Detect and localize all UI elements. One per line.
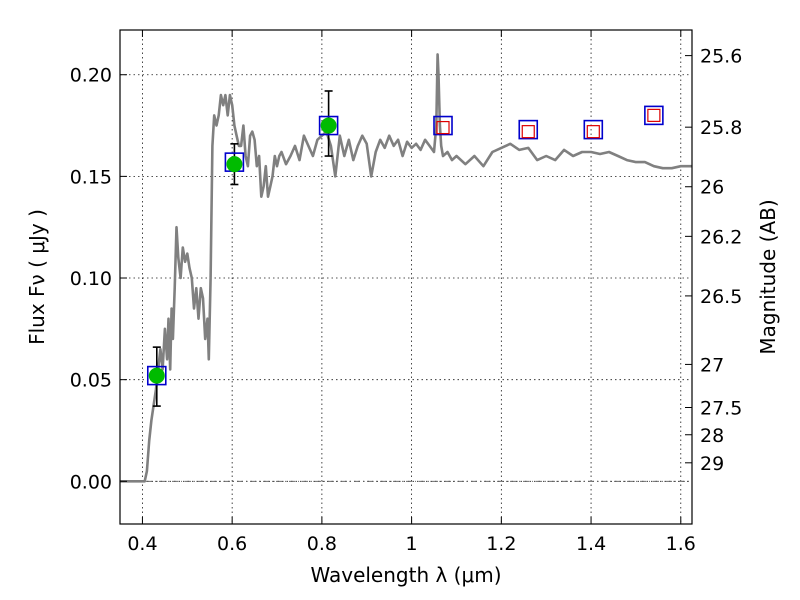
template-spectrum-line xyxy=(120,53,692,483)
upper-limit-square-marker xyxy=(436,120,450,135)
y-tick-label: 0.05 xyxy=(70,370,112,392)
model-square-marker xyxy=(318,115,339,136)
upper-limit-square-marker xyxy=(647,108,661,122)
x-tick-label: 0.8 xyxy=(307,533,337,555)
photometry-point xyxy=(320,117,337,134)
y2-tick-label: 25.8 xyxy=(700,117,742,139)
axis-ticks: 0.4 0.6 0.8 1 1.2 1.4 1.6 0.00 0.05 0.10 0.15 0.20 2… xyxy=(70,30,742,555)
y-axis-title: Flux Fν ( μJy ) xyxy=(25,209,49,345)
x-tick-label: 0.4 xyxy=(127,533,157,555)
y2-tick-label: 25.6 xyxy=(700,46,742,68)
upper-limit-square-marker xyxy=(586,125,600,139)
model-square-marker xyxy=(583,119,604,140)
photometry-point xyxy=(226,156,243,173)
x-tick-label: 1.4 xyxy=(576,533,606,555)
plot-frame xyxy=(119,29,693,525)
y2-tick-label: 26.5 xyxy=(700,286,742,308)
y2-tick-label: 27 xyxy=(700,354,724,376)
model-square-marker xyxy=(433,115,453,136)
y-tick-label: 0.00 xyxy=(70,471,112,493)
x-tick-label: 1.6 xyxy=(666,533,696,555)
y-tick-label: 0.20 xyxy=(70,65,112,87)
x-tick-label: 1 xyxy=(406,533,418,555)
upper-limit-square-marker xyxy=(521,125,535,139)
plot-area xyxy=(120,53,692,483)
y2-axis-title: Magnitude (AB) xyxy=(756,199,780,354)
x-axis-title: Wavelength λ (μm) xyxy=(310,563,501,587)
x-tick-label: 1.2 xyxy=(486,533,516,555)
model-square-marker xyxy=(518,119,539,140)
photometry-point xyxy=(148,367,165,384)
x-tick-label: 0.6 xyxy=(217,533,247,555)
y-tick-label: 0.15 xyxy=(70,166,112,188)
y-tick-label: 0.10 xyxy=(70,268,112,290)
y2-tick-label: 28 xyxy=(700,425,724,447)
y2-tick-label: 29 xyxy=(700,453,724,475)
y2-tick-label: 26 xyxy=(700,177,724,199)
model-square-marker xyxy=(146,365,167,386)
y2-tick-label: 26.2 xyxy=(700,226,742,248)
y2-tick-label: 27.5 xyxy=(700,398,742,420)
model-square-marker xyxy=(644,105,664,126)
